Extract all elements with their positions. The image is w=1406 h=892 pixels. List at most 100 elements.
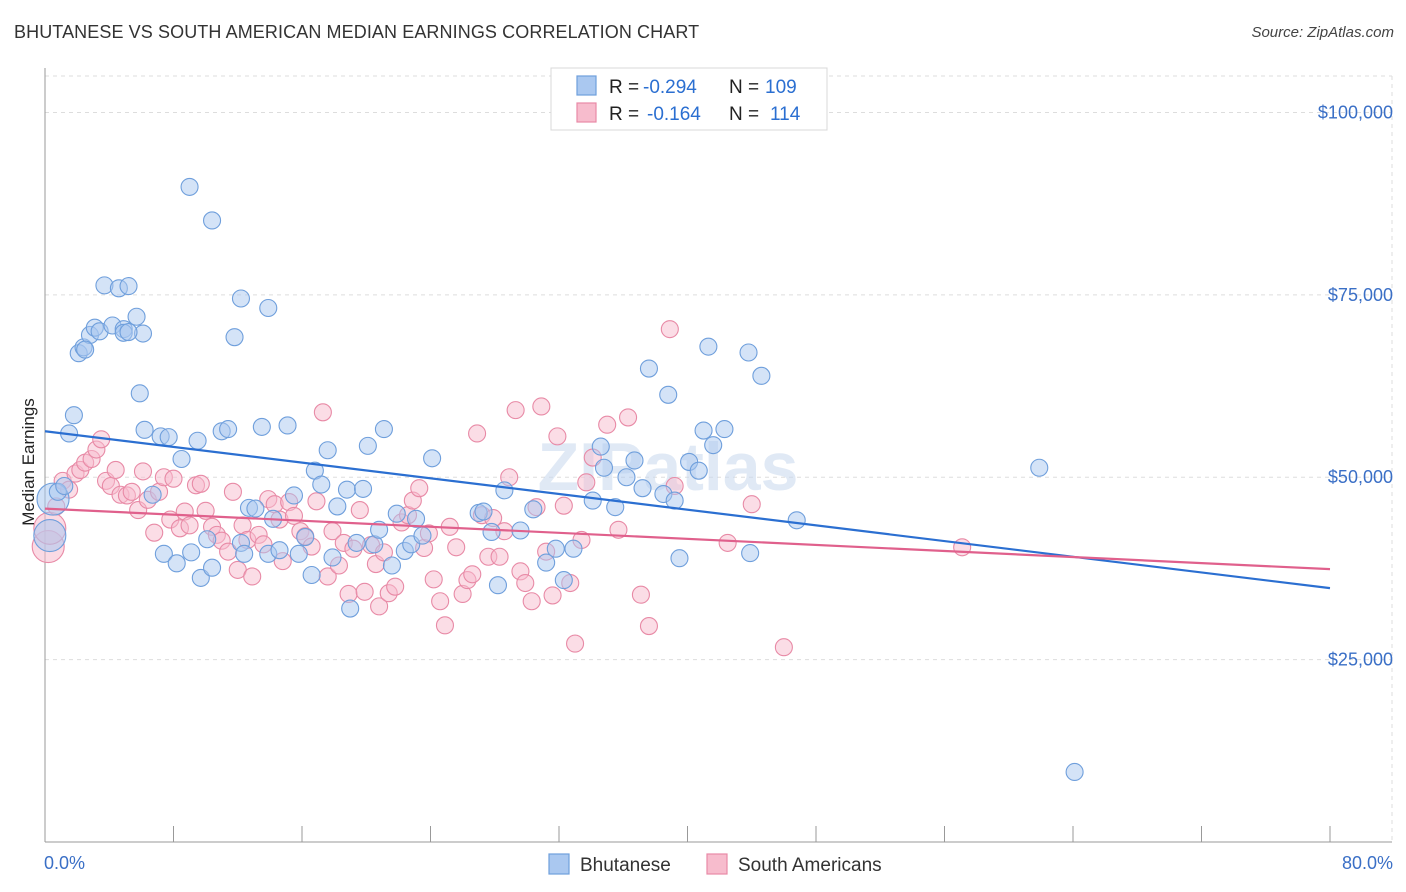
legend-label-bhutanese: Bhutanese [580, 855, 671, 876]
data-point-bhutanese [633, 479, 652, 498]
data-point-bhutanese [203, 211, 222, 230]
data-point-bhutanese [188, 431, 207, 450]
axes [44, 68, 1392, 843]
y-axis-label: Median Earnings [19, 398, 38, 526]
legend-r-value: -0.294 [643, 77, 697, 98]
data-point-bhutanese [617, 468, 636, 487]
data-point-bhutanese [219, 420, 238, 439]
data-point-bhutanese [689, 461, 708, 480]
data-point-south-americans [554, 496, 573, 515]
data-point-bhutanese [119, 277, 138, 296]
y-tick-label: $50,000 [1328, 467, 1393, 487]
data-point-bhutanese [694, 421, 713, 440]
data-point-south-americans [598, 415, 617, 434]
data-point-bhutanese [341, 599, 360, 618]
data-point-bhutanese [606, 498, 625, 517]
data-point-bhutanese [172, 449, 191, 469]
data-point-bhutanese [225, 328, 244, 347]
data-point-bhutanese [135, 420, 154, 439]
legend-swatch-blue [576, 75, 597, 96]
data-point-south-americans [609, 520, 628, 539]
data-point-bhutanese [337, 480, 357, 499]
data-point-south-americans [191, 474, 210, 493]
data-point-bhutanese [318, 441, 337, 460]
data-point-bhutanese [191, 568, 210, 587]
data-point-south-americans [619, 408, 638, 427]
data-point-bhutanese [270, 541, 289, 560]
data-point-south-americans [435, 616, 455, 635]
data-point-bhutanese [289, 544, 308, 563]
data-point-bhutanese [235, 544, 254, 563]
data-point-south-americans [639, 617, 659, 636]
data-point-south-americans [532, 397, 551, 416]
legend-n-value: 109 [765, 77, 797, 98]
data-point-bhutanese [741, 544, 760, 563]
data-point-bhutanese [564, 539, 583, 558]
legend-swatch-pink [576, 102, 597, 123]
legend-swatch-south-americans [706, 853, 728, 875]
data-point-bhutanese [546, 539, 565, 558]
data-point-bhutanese [167, 554, 186, 573]
data-point-bhutanese [76, 340, 95, 359]
data-point-south-americans [631, 585, 650, 604]
data-point-bhutanese [347, 533, 366, 552]
data-point-bhutanese [353, 479, 373, 498]
data-point-bhutanese [554, 571, 573, 590]
data-point-south-americans [431, 592, 450, 611]
data-point-south-americans [180, 516, 199, 535]
data-point-bhutanese [323, 548, 342, 567]
data-point-south-americans [490, 547, 509, 566]
trend-line-south-americans [44, 507, 1331, 571]
data-point-bhutanese [358, 436, 377, 455]
data-point-south-americans [543, 586, 562, 605]
data-point-south-americans [742, 495, 761, 514]
data-point-bhutanese [699, 337, 718, 356]
data-point-south-americans [307, 492, 326, 511]
data-point-bhutanese [203, 558, 222, 577]
source-label: Source: ZipAtlas.com [1251, 24, 1394, 41]
data-point-bhutanese [127, 307, 146, 326]
data-point-south-americans [566, 634, 585, 653]
data-point-south-americans [447, 538, 466, 557]
data-point-bhutanese [182, 543, 201, 562]
data-point-south-americans [122, 482, 141, 501]
x-tick-label: 0.0% [44, 853, 85, 873]
data-point-bhutanese [180, 177, 199, 196]
data-point-bhutanese [406, 509, 426, 528]
y-tick-labels: $25,000 $50,000 $75,000 $100,000 [1318, 102, 1393, 669]
chart-title: BHUTANESE VS SOUTH AMERICAN MEDIAN EARNI… [14, 22, 700, 42]
legend-label-south-americans: South Americans [738, 855, 882, 876]
x-tick-label: 80.0% [1342, 853, 1393, 873]
data-point-south-americans [370, 597, 389, 616]
data-point-south-americans [145, 523, 164, 542]
legend-n-value: 114 [770, 104, 801, 125]
legend-box [550, 67, 828, 131]
legend-n-label: N = [729, 104, 759, 125]
data-point-bhutanese [246, 499, 265, 518]
data-point-bhutanese [659, 385, 678, 404]
data-point-bhutanese [130, 384, 149, 403]
data-point-bhutanese [488, 576, 508, 595]
data-point-bhutanese [1030, 458, 1049, 477]
data-point-south-americans [133, 462, 153, 481]
y-tick-label: $100,000 [1318, 102, 1393, 122]
data-point-bhutanese [787, 511, 806, 530]
data-point-south-americans [410, 479, 429, 498]
data-point-south-americans [313, 403, 332, 422]
data-point-south-americans [516, 573, 535, 593]
data-point-south-americans [953, 538, 972, 557]
legend-swatch-bhutanese [548, 853, 570, 875]
data-point-south-americans [284, 506, 304, 525]
data-point-south-americans [660, 320, 679, 339]
data-point-bhutanese [495, 481, 514, 500]
data-point-bhutanese [670, 549, 689, 568]
data-point-south-americans [463, 565, 482, 584]
data-point-south-americans [522, 592, 541, 611]
data-point-south-americans [718, 533, 737, 552]
data-point-bhutanese [284, 486, 304, 505]
data-point-south-americans [468, 424, 487, 443]
legend-correlation: R = -0.294 N = 109 R = -0.164 N = 114 [550, 67, 828, 131]
data-point-bhutanese [119, 323, 138, 342]
data-point-bhutanese [259, 298, 278, 318]
